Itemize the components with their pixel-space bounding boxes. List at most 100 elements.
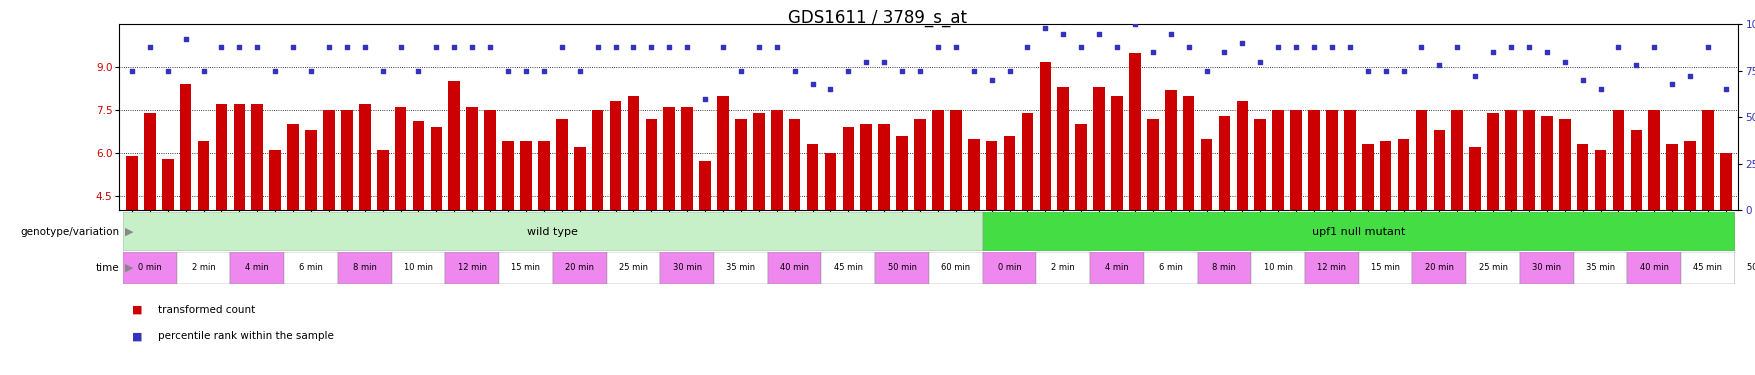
Text: 0 min: 0 min <box>139 263 161 272</box>
Bar <box>377 150 388 210</box>
Point <box>190 68 218 74</box>
Bar <box>1683 141 1695 210</box>
Point <box>476 44 504 50</box>
Bar <box>1039 62 1051 210</box>
Bar <box>177 252 230 284</box>
Bar <box>1520 252 1572 284</box>
Bar <box>284 252 337 284</box>
Bar <box>1057 87 1069 210</box>
Text: transformed count: transformed count <box>158 305 254 315</box>
Text: 8 min: 8 min <box>353 263 377 272</box>
Bar <box>1090 252 1143 284</box>
Text: 50 min: 50 min <box>1746 263 1755 272</box>
Text: GDS1611 / 3789_s_at: GDS1611 / 3789_s_at <box>788 9 967 27</box>
Point <box>1371 68 1399 74</box>
Point <box>1406 44 1434 50</box>
Point <box>565 68 593 74</box>
Bar <box>1362 144 1372 210</box>
Point <box>1085 31 1113 37</box>
Bar <box>537 141 549 210</box>
Point <box>458 44 486 50</box>
Bar <box>1146 118 1158 210</box>
Bar <box>323 110 335 210</box>
Bar <box>646 118 656 210</box>
Point <box>1137 49 1165 55</box>
Bar <box>681 107 693 210</box>
Point <box>369 68 397 74</box>
Bar <box>1594 150 1606 210</box>
Point <box>512 68 541 74</box>
Text: 35 min: 35 min <box>727 263 755 272</box>
Bar <box>842 127 853 210</box>
Bar <box>574 147 584 210</box>
Point <box>1657 81 1685 87</box>
Point <box>1299 44 1327 50</box>
Bar <box>983 252 1035 284</box>
Text: time: time <box>97 263 119 273</box>
Bar <box>1397 139 1409 210</box>
Point <box>1067 44 1095 50</box>
Bar <box>1093 87 1104 210</box>
Bar <box>878 124 890 210</box>
Point <box>1013 44 1041 50</box>
Bar <box>770 110 783 210</box>
Point <box>1264 44 1292 50</box>
Text: 15 min: 15 min <box>1371 263 1399 272</box>
Point <box>958 68 986 74</box>
Bar <box>1358 252 1411 284</box>
Text: upf1 null mutant: upf1 null mutant <box>1311 226 1404 237</box>
Point <box>530 68 558 74</box>
Bar <box>605 252 660 284</box>
Text: 60 min: 60 min <box>941 263 971 272</box>
Bar <box>1200 139 1211 210</box>
Bar <box>1576 144 1588 210</box>
Bar <box>305 130 316 210</box>
Text: 40 min: 40 min <box>779 263 809 272</box>
Point <box>672 44 700 50</box>
Bar <box>1469 147 1479 210</box>
Bar <box>591 110 604 210</box>
Point <box>548 44 576 50</box>
Bar <box>1451 110 1462 210</box>
Bar <box>1325 110 1337 210</box>
Bar <box>1415 110 1427 210</box>
Text: wild type: wild type <box>526 226 577 237</box>
Point <box>816 86 844 92</box>
Bar <box>1504 110 1516 210</box>
Bar <box>1290 110 1300 210</box>
Point <box>1281 44 1309 50</box>
Point <box>1425 62 1453 68</box>
Point <box>1532 49 1560 55</box>
Bar <box>1236 102 1248 210</box>
Bar <box>233 104 246 210</box>
Bar <box>1183 96 1193 210</box>
Bar <box>519 141 532 210</box>
Point <box>225 44 253 50</box>
Bar <box>556 118 567 210</box>
Bar <box>1379 141 1390 210</box>
Bar <box>1197 252 1251 284</box>
Bar <box>498 252 553 284</box>
Bar <box>1218 116 1230 210</box>
Bar <box>609 102 621 210</box>
Bar <box>1074 124 1086 210</box>
Bar <box>358 104 370 210</box>
Bar <box>1630 130 1641 210</box>
Point <box>691 96 720 102</box>
Bar <box>230 252 284 284</box>
Bar <box>806 144 818 210</box>
Point <box>386 44 414 50</box>
Point <box>1674 74 1702 80</box>
Bar <box>825 153 835 210</box>
Bar <box>1432 130 1444 210</box>
Point <box>870 58 899 64</box>
Bar <box>1128 53 1141 210</box>
Bar <box>1251 252 1304 284</box>
Bar <box>161 159 174 210</box>
Text: 40 min: 40 min <box>1639 263 1667 272</box>
Bar <box>337 252 391 284</box>
Point <box>135 44 163 50</box>
Bar <box>1734 252 1755 284</box>
Point <box>851 58 879 64</box>
Bar <box>698 162 711 210</box>
